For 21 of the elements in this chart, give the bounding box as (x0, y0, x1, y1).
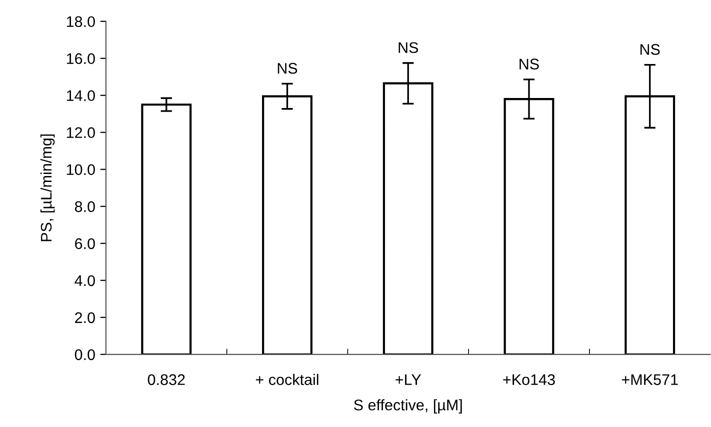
data-label: NS (398, 42, 418, 54)
x-tick-label: +LY (396, 374, 422, 385)
y-tick-label: 6.0 (75, 238, 95, 250)
x-tick-label: +MK571 (622, 374, 678, 386)
y-tick-label: 18.0 (66, 16, 95, 28)
y-tick-label: 8.0 (74, 201, 95, 212)
y-tick-label: 2.0 (75, 312, 95, 324)
data-label: NS (278, 62, 298, 74)
y-tick-label: 12.0 (66, 127, 95, 138)
data-label: NS (640, 44, 660, 55)
x-tick-label: + cocktail (256, 374, 318, 386)
y-tick-label: 14.0 (66, 90, 95, 102)
x-tick-label: +Ko143 (503, 374, 555, 386)
data-label: NS (520, 58, 539, 70)
y-tick-label: 4.0 (74, 275, 95, 286)
x-axis-title: S effective, [µM] (354, 399, 462, 414)
y-axis-title: PS, [µL/min/mg] (40, 134, 55, 242)
y-tick-label: 10.0 (66, 164, 95, 176)
y-tick-label: 0.0 (74, 349, 95, 360)
y-tick-label: 16.0 (66, 53, 95, 64)
x-tick-label: 0.832 (148, 374, 185, 386)
